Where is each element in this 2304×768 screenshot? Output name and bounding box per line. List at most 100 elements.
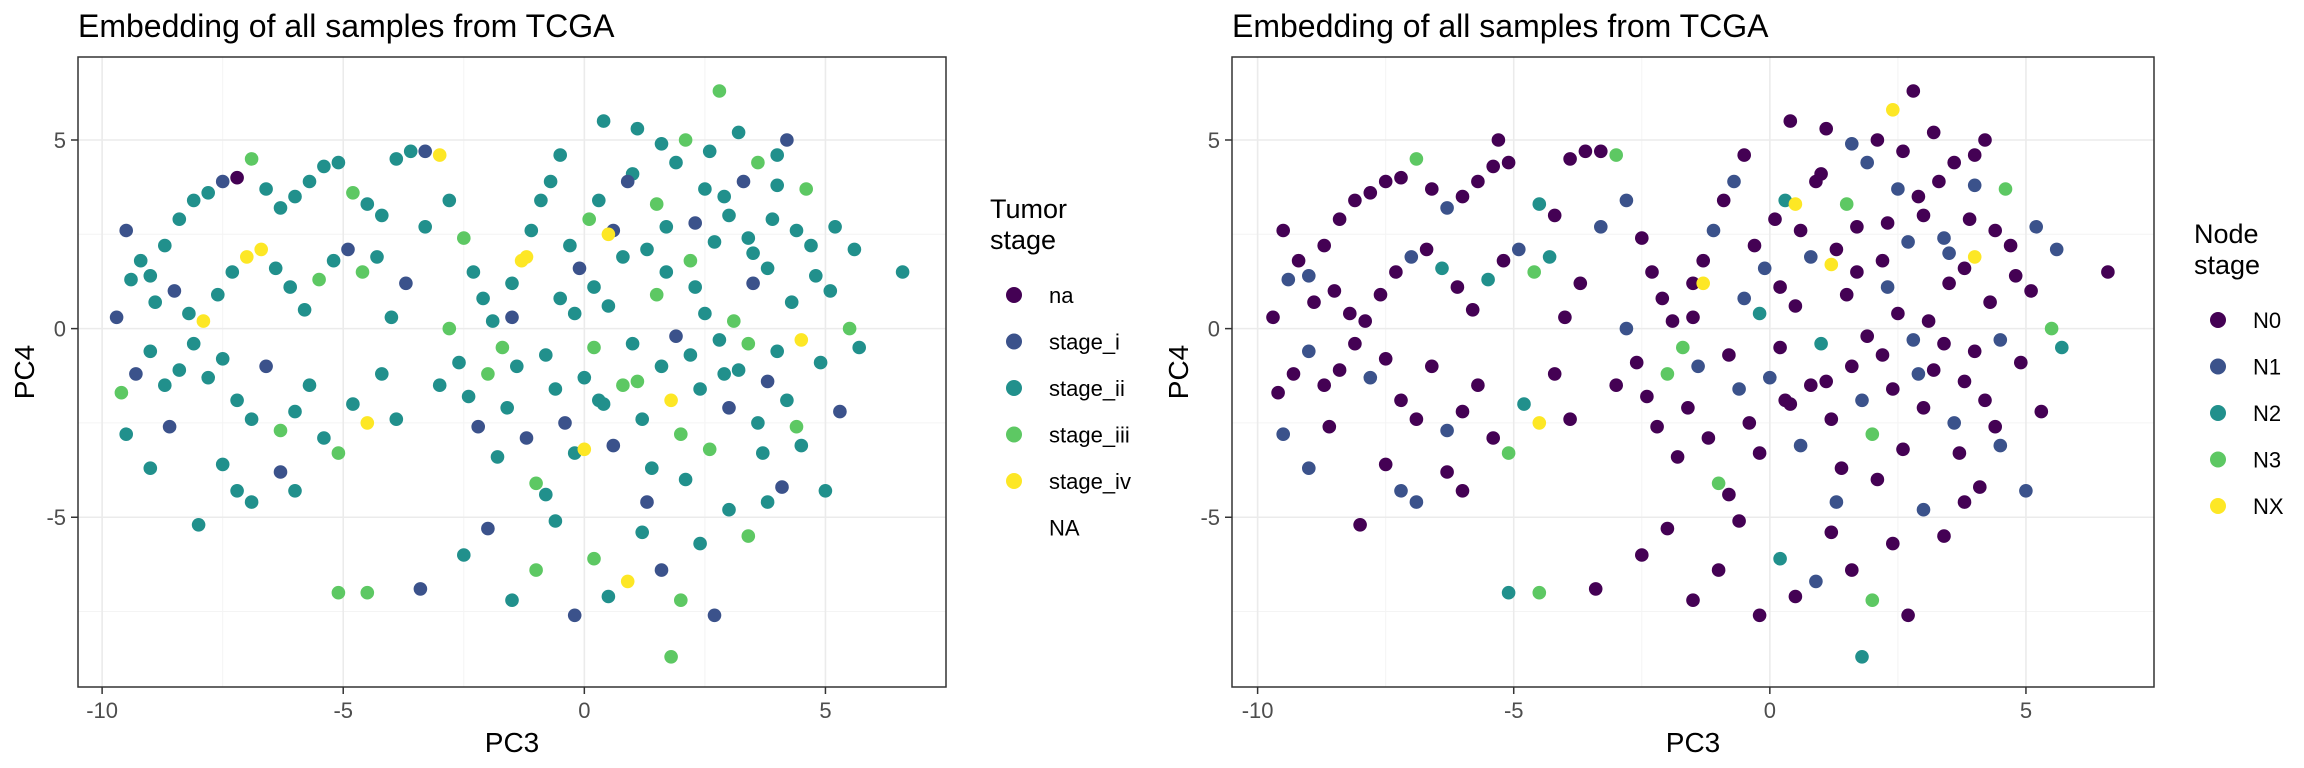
scatter-point: [490, 450, 505, 464]
legend-item: N1: [2210, 355, 2281, 380]
legend-label: stage_iii: [1049, 423, 1130, 448]
scatter-point: [1686, 310, 1700, 325]
legend-item: N2: [2210, 401, 2281, 426]
scatter-point: [505, 593, 519, 607]
scatter-point: [457, 231, 471, 245]
scatter-point: [722, 401, 736, 415]
scatter-point: [215, 457, 230, 472]
scatter-point: [1670, 450, 1685, 464]
scatter-point: [1563, 152, 1577, 166]
scatter-point: [360, 416, 375, 430]
scatter-point: [794, 333, 809, 347]
scatter-point: [302, 174, 317, 189]
scatter-point: [124, 272, 138, 287]
scatter-point: [2049, 242, 2064, 257]
scatter-point: [852, 340, 866, 355]
scatter-point: [413, 582, 428, 596]
scatter-point: [158, 238, 172, 253]
scatter-point: [1291, 253, 1306, 268]
scatter-point: [1737, 148, 1751, 162]
scatter-point: [688, 280, 702, 294]
legend-label: N3: [2253, 448, 2281, 473]
scatter-point: [731, 125, 746, 140]
scatter-point: [384, 310, 399, 325]
scatter-point: [567, 306, 582, 321]
scatter-point: [1839, 287, 1854, 302]
chart-title: Embedding of all samples from TCGA: [78, 8, 615, 44]
x-axis-title: PC3: [485, 727, 539, 758]
scatter-point: [1880, 280, 1895, 294]
scatter-point: [1701, 431, 1716, 445]
scatter-point: [148, 295, 162, 310]
scatter-point: [760, 261, 775, 276]
scatter-point: [1409, 495, 1424, 509]
legend-item: NA: [1049, 516, 1080, 541]
scatter-point: [1286, 367, 1301, 381]
scatter-point: [1542, 250, 1557, 264]
scatter-point: [1394, 484, 1408, 498]
scatter-point: [119, 223, 133, 238]
legend-swatch: [1006, 380, 1022, 396]
scatter-point: [1635, 231, 1649, 245]
scatter-point: [539, 348, 553, 362]
scatter-point: [1870, 133, 1885, 147]
legend-swatch: [2210, 451, 2226, 468]
scatter-point: [418, 144, 433, 159]
scatter-point: [751, 416, 765, 430]
scatter-point: [288, 484, 302, 498]
scatter-point: [143, 269, 158, 283]
scatter-point: [582, 212, 596, 226]
chart-title: Embedding of all samples from TCGA: [1232, 8, 1769, 44]
chart-panel-1: Embedding of all samples from TCGA -10 -5 0…: [9, 8, 1131, 758]
scatter-point: [1906, 84, 1921, 98]
scatter-point: [1732, 514, 1746, 528]
scatter-point: [1967, 250, 1982, 264]
scatter-point: [630, 121, 645, 136]
scatter-point: [548, 382, 563, 396]
legend-label: stage_ii: [1049, 376, 1125, 401]
points: [1266, 84, 2115, 664]
scatter-point: [1455, 484, 1470, 498]
scatter-point: [1752, 446, 1767, 460]
scatter-point: [1711, 476, 1726, 491]
scatter-point: [683, 253, 698, 268]
scatter-point: [1937, 231, 1951, 245]
scatter-point: [1450, 280, 1465, 294]
scatter-point: [760, 495, 775, 509]
scatter-point: [1773, 280, 1787, 294]
scatter-point: [312, 272, 326, 287]
scatter-point: [1655, 291, 1670, 306]
scatter-point: [510, 359, 524, 374]
scatter-point: [548, 514, 563, 528]
scatter-point: [1435, 261, 1449, 276]
scatter-point: [317, 431, 331, 445]
scatter-point: [2101, 265, 2115, 279]
scatter-point: [225, 265, 240, 279]
scatter-point: [765, 212, 780, 226]
scatter-point: [2034, 404, 2049, 419]
scatter-point: [1378, 174, 1393, 189]
scatter-point: [741, 529, 756, 543]
scatter-point: [1942, 276, 1956, 291]
scatter-point: [1455, 404, 1470, 419]
scatter-point: [1804, 250, 1818, 264]
scatter-point: [1394, 393, 1408, 408]
scatter-point: [1886, 382, 1900, 396]
scatter-point: [215, 352, 230, 366]
scatter-point: [326, 253, 341, 268]
scatter-point: [741, 336, 756, 351]
scatter-point: [1343, 306, 1357, 321]
scatter-point: [1932, 174, 1946, 189]
scatter-point: [2024, 284, 2038, 298]
scatter-point: [186, 193, 201, 208]
scatter-point: [1962, 212, 1977, 226]
scatter-point: [577, 442, 592, 457]
scatter-point: [804, 238, 818, 253]
plot-border: [1231, 56, 2155, 688]
scatter-point: [770, 344, 784, 359]
scatter-point: [524, 223, 539, 238]
scatter-point: [346, 397, 360, 411]
scatter-point: [1814, 336, 1828, 351]
scatter-point: [196, 314, 211, 328]
scatter-point: [1425, 182, 1439, 196]
